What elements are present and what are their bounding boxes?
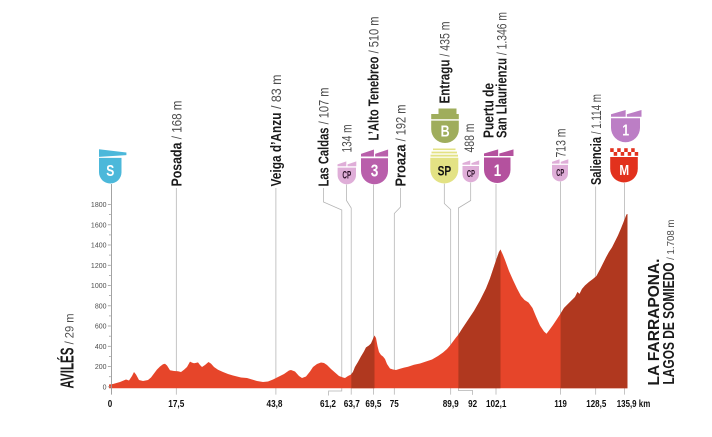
svg-text:63,7: 63,7 bbox=[344, 399, 360, 410]
svg-text:1600: 1600 bbox=[91, 222, 107, 229]
svg-text:3: 3 bbox=[371, 162, 379, 181]
svg-text:200: 200 bbox=[95, 364, 107, 371]
svg-text:69,5: 69,5 bbox=[365, 399, 381, 410]
svg-text:LA FARRAPONA.: LA FARRAPONA. bbox=[646, 259, 663, 386]
svg-text:713 m: 713 m bbox=[554, 129, 569, 158]
svg-text:1000: 1000 bbox=[91, 283, 107, 290]
svg-text:L’Alto Tenebreo / 510 m: L’Alto Tenebreo / 510 m bbox=[367, 17, 383, 141]
svg-text:Las Caldas / 107 m: Las Caldas / 107 m bbox=[317, 88, 333, 187]
svg-text:Veiga d’Anzu / 83 m: Veiga d’Anzu / 83 m bbox=[269, 75, 285, 187]
svg-text:92: 92 bbox=[468, 399, 477, 410]
svg-text:Puertu de: Puertu de bbox=[482, 83, 498, 138]
svg-text:89,9: 89,9 bbox=[443, 399, 459, 410]
svg-text:600: 600 bbox=[95, 324, 107, 331]
svg-text:102,1: 102,1 bbox=[486, 399, 507, 410]
svg-text:75: 75 bbox=[390, 399, 399, 410]
svg-text:61,2: 61,2 bbox=[320, 399, 336, 410]
svg-text:CP: CP bbox=[467, 168, 475, 179]
svg-text:Saliencia / 1.114 m: Saliencia / 1.114 m bbox=[589, 94, 605, 185]
svg-text:B: B bbox=[441, 123, 450, 141]
svg-text:17,5: 17,5 bbox=[168, 399, 184, 410]
svg-text:1: 1 bbox=[494, 162, 502, 181]
svg-text:135,9 km: 135,9 km bbox=[617, 399, 651, 410]
svg-text:CP: CP bbox=[342, 170, 351, 182]
svg-text:S: S bbox=[106, 162, 114, 180]
svg-text:AVILÉS / 29 m: AVILÉS / 29 m bbox=[57, 314, 78, 389]
svg-text:488 m: 488 m bbox=[462, 124, 477, 153]
svg-text:Proaza / 192 m: Proaza / 192 m bbox=[394, 105, 410, 187]
svg-text:SP: SP bbox=[438, 163, 452, 178]
svg-text:M: M bbox=[619, 162, 629, 179]
svg-text:San Llaurienzu / 1.346 m: San Llaurienzu / 1.346 m bbox=[494, 12, 510, 138]
svg-text:1200: 1200 bbox=[91, 263, 107, 270]
svg-text:800: 800 bbox=[95, 303, 107, 310]
svg-text:LAGOS DE SOMIEDO / 1.708 m: LAGOS DE SOMIEDO / 1.708 m bbox=[661, 219, 678, 384]
svg-text:CP: CP bbox=[556, 167, 564, 178]
svg-text:119: 119 bbox=[554, 399, 567, 410]
svg-text:1: 1 bbox=[622, 122, 629, 140]
svg-text:400: 400 bbox=[95, 344, 107, 351]
svg-text:43,8: 43,8 bbox=[267, 399, 283, 410]
svg-text:134 m: 134 m bbox=[340, 125, 355, 153]
svg-text:Entragu / 435 m: Entragu / 435 m bbox=[438, 22, 454, 104]
svg-text:128,5: 128,5 bbox=[586, 399, 606, 410]
svg-text:0: 0 bbox=[103, 384, 107, 391]
svg-text:0: 0 bbox=[108, 399, 113, 410]
svg-text:1800: 1800 bbox=[91, 202, 107, 209]
svg-text:1400: 1400 bbox=[91, 243, 107, 250]
svg-text:Posada / 168 m: Posada / 168 m bbox=[170, 101, 186, 187]
